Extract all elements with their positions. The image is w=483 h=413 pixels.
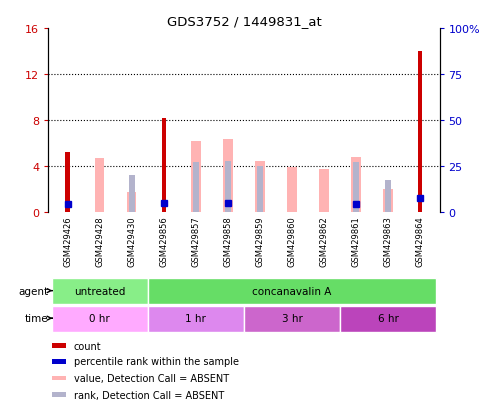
Bar (191, 141, 200, 212)
Text: GSM429428: GSM429428 (95, 216, 104, 266)
Bar (351, 157, 361, 212)
Text: agent: agent (18, 286, 49, 296)
Text: GSM429864: GSM429864 (416, 216, 425, 266)
Bar (257, 166, 263, 212)
Text: 3 hr: 3 hr (282, 313, 302, 323)
Bar (384, 189, 393, 212)
Bar (385, 180, 391, 212)
Bar (340, 306, 436, 332)
Bar (52, 306, 148, 332)
Bar (162, 118, 166, 212)
Text: GSM429856: GSM429856 (159, 216, 168, 266)
Text: 6 hr: 6 hr (378, 313, 398, 323)
Text: GSM429862: GSM429862 (320, 216, 328, 266)
Bar (129, 176, 135, 212)
Text: GSM429863: GSM429863 (384, 216, 393, 266)
Bar (127, 193, 137, 212)
Bar (52, 376, 66, 380)
Bar (52, 278, 148, 304)
Text: rank, Detection Call = ABSENT: rank, Detection Call = ABSENT (74, 390, 224, 400)
Text: GSM429859: GSM429859 (256, 216, 265, 266)
Text: GSM429426: GSM429426 (63, 216, 72, 266)
Bar (52, 359, 66, 364)
Text: untreated: untreated (74, 286, 125, 296)
Bar (244, 306, 340, 332)
Text: GSM429860: GSM429860 (287, 216, 297, 266)
Bar (255, 162, 265, 212)
Bar (52, 344, 66, 348)
Bar (319, 170, 329, 212)
Bar (353, 163, 359, 212)
Text: GSM429861: GSM429861 (352, 216, 361, 266)
Text: value, Detection Call = ABSENT: value, Detection Call = ABSENT (74, 373, 229, 383)
Text: percentile rank within the sample: percentile rank within the sample (74, 356, 239, 366)
Bar (148, 278, 436, 304)
Bar (225, 162, 231, 212)
Text: 1 hr: 1 hr (185, 313, 206, 323)
Text: GSM429858: GSM429858 (223, 216, 232, 266)
Bar (193, 163, 199, 212)
Bar (52, 392, 66, 397)
Text: concanavalin A: concanavalin A (252, 286, 332, 296)
Bar (418, 52, 422, 212)
Text: count: count (74, 341, 101, 351)
Text: GSM429430: GSM429430 (127, 216, 136, 266)
Bar (95, 159, 104, 212)
Text: time: time (25, 313, 49, 323)
Bar (148, 306, 244, 332)
Text: GSM429857: GSM429857 (191, 216, 200, 266)
Bar (287, 168, 297, 212)
Text: 0 hr: 0 hr (89, 313, 110, 323)
Bar (66, 153, 70, 212)
Title: GDS3752 / 1449831_at: GDS3752 / 1449831_at (167, 15, 321, 28)
Bar (223, 140, 233, 212)
